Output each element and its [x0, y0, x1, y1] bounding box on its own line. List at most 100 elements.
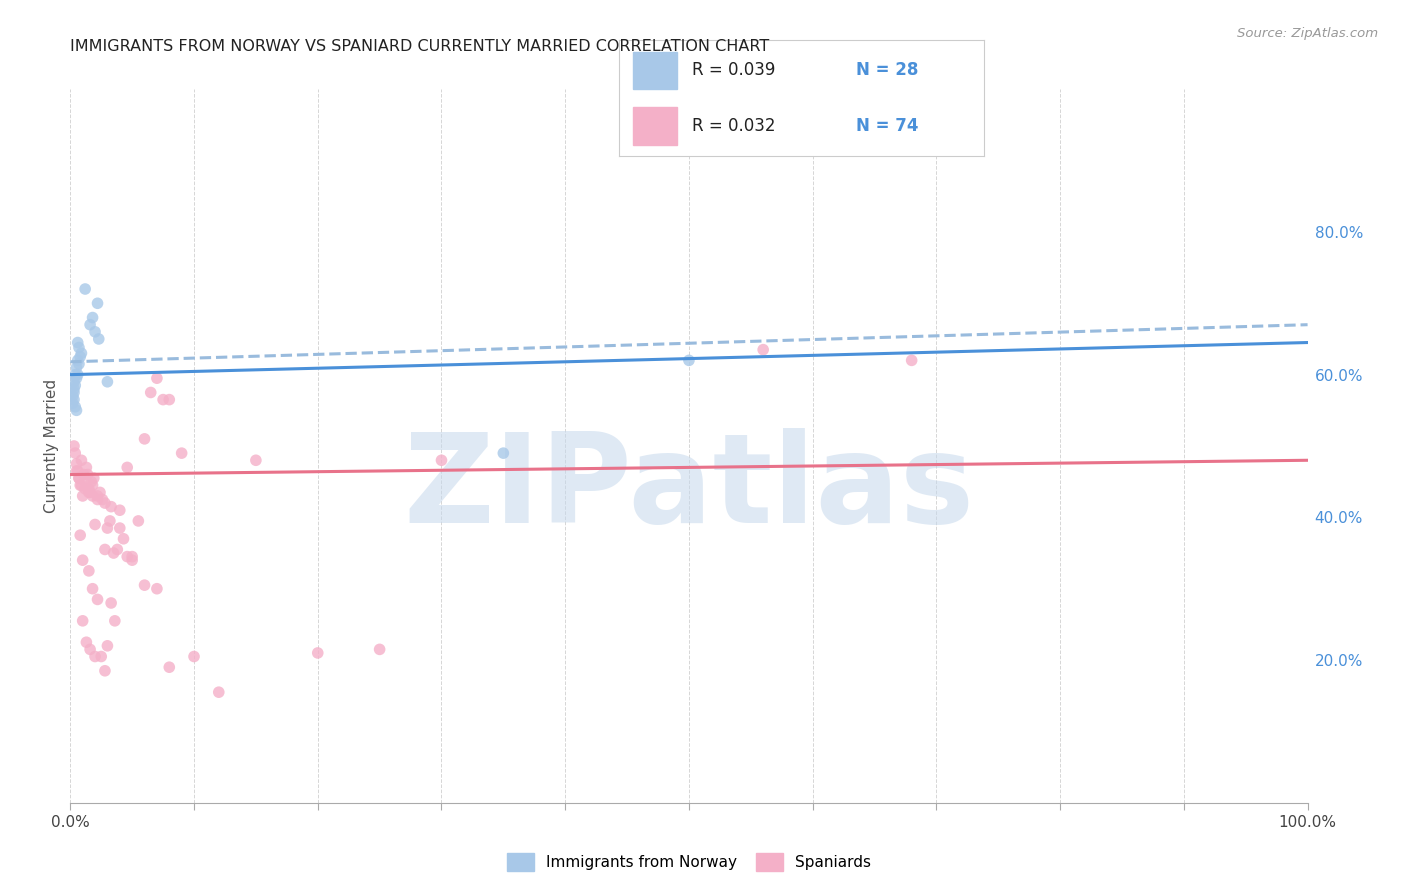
Point: [77, 485, 100, 500]
Text: Source: ZipAtlas.com: Source: ZipAtlas.com: [1237, 27, 1378, 40]
Legend: Immigrants from Norway, Spaniards: Immigrants from Norway, Spaniards: [501, 847, 877, 877]
Point: [108, 521, 131, 535]
Point: [98, 514, 121, 528]
Point: [75, 635, 97, 649]
Point: [146, 371, 169, 385]
Point: [430, 453, 453, 467]
Point: [307, 646, 329, 660]
Point: [86, 492, 108, 507]
Point: [72, 489, 94, 503]
Point: [72, 614, 94, 628]
Point: [70, 453, 93, 467]
Point: [84, 517, 107, 532]
Point: [678, 353, 700, 368]
Point: [66, 464, 89, 478]
Point: [139, 385, 162, 400]
Point: [75, 475, 97, 489]
Point: [83, 471, 105, 485]
Point: [134, 578, 156, 592]
Point: [84, 325, 107, 339]
Point: [65, 378, 87, 392]
Text: N = 28: N = 28: [856, 62, 918, 79]
Point: [183, 649, 205, 664]
Point: [245, 453, 267, 467]
Point: [77, 564, 100, 578]
Point: [100, 596, 122, 610]
Point: [67, 341, 90, 355]
Point: [70, 478, 93, 492]
Point: [73, 467, 96, 482]
Point: [96, 521, 118, 535]
Point: [86, 592, 108, 607]
Point: [80, 475, 103, 489]
Text: IMMIGRANTS FROM NORWAY VS SPANIARD CURRENTLY MARRIED CORRELATION CHART: IMMIGRANTS FROM NORWAY VS SPANIARD CURRE…: [70, 38, 769, 54]
Y-axis label: Currently Married: Currently Married: [44, 379, 59, 513]
Point: [900, 353, 922, 368]
Point: [65, 457, 87, 471]
Point: [86, 489, 108, 503]
Point: [368, 642, 391, 657]
Point: [67, 471, 90, 485]
Point: [82, 582, 104, 596]
Point: [63, 382, 86, 396]
Point: [75, 460, 97, 475]
Point: [82, 478, 104, 492]
Text: ZIPatlas: ZIPatlas: [404, 428, 974, 549]
Point: [65, 400, 87, 414]
Point: [66, 368, 89, 382]
Point: [94, 496, 117, 510]
Text: N = 74: N = 74: [856, 117, 918, 135]
Point: [84, 649, 107, 664]
Point: [63, 439, 86, 453]
Point: [94, 664, 117, 678]
Point: [90, 649, 112, 664]
Point: [121, 553, 143, 567]
Text: R = 0.032: R = 0.032: [692, 117, 775, 135]
Point: [86, 296, 108, 310]
Point: [146, 582, 169, 596]
Point: [65, 446, 87, 460]
Point: [75, 482, 97, 496]
Point: [96, 639, 118, 653]
Bar: [633, 107, 678, 145]
Point: [62, 389, 84, 403]
Point: [115, 549, 138, 564]
Point: [157, 392, 180, 407]
Point: [65, 371, 87, 385]
Point: [89, 485, 111, 500]
Point: [96, 375, 118, 389]
Point: [66, 335, 89, 350]
Point: [492, 446, 515, 460]
Point: [79, 642, 101, 657]
Point: [121, 549, 143, 564]
Point: [208, 685, 231, 699]
Point: [69, 528, 91, 542]
Point: [67, 471, 90, 485]
Point: [100, 500, 122, 514]
Point: [63, 392, 86, 407]
Point: [65, 464, 87, 478]
Point: [103, 546, 125, 560]
Point: [157, 660, 180, 674]
Point: [112, 532, 135, 546]
Point: [104, 614, 127, 628]
Point: [134, 432, 156, 446]
Point: [82, 489, 104, 503]
Point: [152, 392, 174, 407]
Point: [65, 368, 87, 382]
Point: [62, 396, 84, 410]
Point: [69, 478, 91, 492]
Point: [66, 353, 89, 368]
Point: [79, 485, 101, 500]
Point: [79, 318, 101, 332]
Point: [69, 350, 91, 364]
Point: [170, 446, 193, 460]
Point: [752, 343, 775, 357]
Point: [65, 403, 87, 417]
Point: [82, 310, 104, 325]
Point: [76, 467, 98, 482]
Point: [105, 542, 128, 557]
Point: [87, 332, 110, 346]
Point: [108, 503, 131, 517]
Point: [65, 360, 87, 375]
